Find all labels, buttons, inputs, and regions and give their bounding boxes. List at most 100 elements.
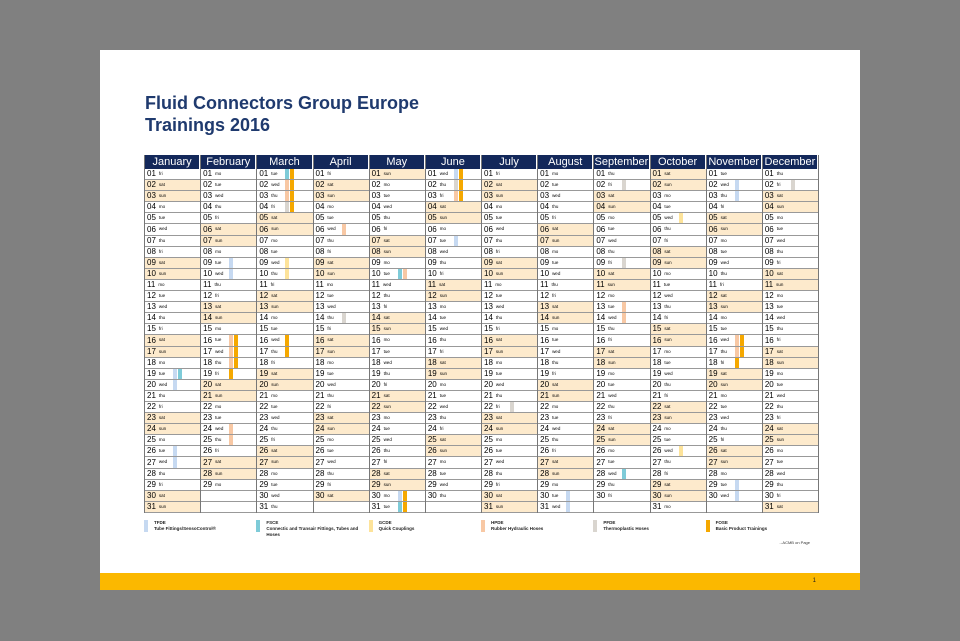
training-marker[interactable] [453, 235, 458, 246]
training-marker[interactable] [234, 357, 239, 368]
training-marker[interactable] [402, 490, 407, 501]
training-marker[interactable] [622, 468, 627, 479]
training-marker[interactable] [739, 335, 744, 346]
training-marker[interactable] [341, 313, 346, 324]
training-marker[interactable] [790, 180, 795, 191]
day-cell: 29 sun [369, 479, 425, 491]
training-marker[interactable] [285, 180, 290, 191]
training-marker[interactable] [458, 180, 463, 191]
training-marker[interactable] [622, 257, 627, 268]
training-marker[interactable] [229, 435, 234, 446]
training-marker[interactable] [402, 501, 407, 512]
day-number: 29 [371, 479, 381, 489]
day-cell: 31 wed [538, 501, 594, 513]
legend-label: Thermoplastic Hoses [603, 526, 649, 531]
training-marker[interactable] [453, 191, 458, 202]
training-marker[interactable] [566, 501, 571, 512]
day-cell: 01 sun [369, 169, 425, 181]
training-marker[interactable] [739, 346, 744, 357]
day-number: 29 [596, 479, 606, 489]
training-marker[interactable] [285, 202, 290, 213]
empty-cell [201, 501, 257, 513]
weekday: fri [215, 448, 219, 454]
empty-cell [706, 501, 762, 513]
weekday: wed [608, 470, 617, 476]
day-number: 08 [540, 246, 550, 256]
day-number: 15 [596, 324, 606, 334]
day-cell: 11 thu [538, 280, 594, 292]
training-marker[interactable] [285, 346, 290, 357]
training-marker[interactable] [178, 368, 182, 379]
weekday: tue [327, 370, 334, 376]
training-marker[interactable] [234, 346, 239, 357]
training-marker[interactable] [173, 379, 177, 390]
training-marker[interactable] [453, 169, 458, 180]
training-marker[interactable] [229, 335, 234, 346]
training-marker[interactable] [458, 191, 463, 202]
training-marker[interactable] [622, 180, 627, 191]
day-number: 12 [764, 291, 774, 301]
day-number: 19 [371, 368, 381, 378]
training-marker[interactable] [173, 457, 177, 468]
training-marker[interactable] [734, 479, 739, 490]
day-number: 15 [764, 324, 774, 334]
training-marker[interactable] [285, 257, 290, 268]
training-marker[interactable] [510, 401, 514, 413]
month-column: March 01 tue 02 wed 03 thu 04 fri 05 sat 06 sun 07 mo 0… [257, 155, 314, 513]
training-marker[interactable] [285, 191, 290, 202]
weekday: sun [327, 193, 335, 199]
training-marker[interactable] [290, 169, 295, 180]
day-number: 07 [764, 235, 774, 245]
training-marker[interactable] [734, 335, 739, 346]
training-marker[interactable] [290, 191, 295, 202]
training-marker[interactable] [229, 257, 234, 268]
day-cell: 17 tue [369, 347, 425, 358]
day-cell: 28 sat [369, 468, 425, 480]
weekday: thu [327, 237, 334, 243]
day-cell: 17 sun [145, 346, 201, 358]
training-marker[interactable] [734, 180, 739, 191]
day-cell: 23 wed [257, 413, 313, 425]
training-marker[interactable] [173, 368, 177, 379]
training-marker[interactable] [341, 224, 346, 235]
day-cell: 14 fri [650, 313, 706, 325]
day-number: 15 [315, 324, 325, 334]
training-marker[interactable] [734, 346, 739, 357]
training-marker[interactable] [229, 424, 234, 435]
training-marker[interactable] [622, 302, 627, 313]
training-marker[interactable] [229, 357, 234, 368]
training-marker[interactable] [290, 180, 295, 191]
training-marker[interactable] [453, 180, 458, 191]
training-marker[interactable] [734, 357, 739, 368]
day-cell: 25 sat [425, 435, 481, 447]
training-marker[interactable] [234, 335, 239, 346]
legend-swatch [256, 520, 261, 532]
training-marker[interactable] [229, 346, 234, 357]
training-marker[interactable] [678, 213, 683, 224]
day-number: 14 [764, 313, 774, 323]
legend-label: Rubber Hydraulic Hoses [490, 526, 544, 531]
training-marker[interactable] [285, 335, 290, 346]
training-marker[interactable] [397, 268, 402, 279]
training-marker[interactable] [622, 313, 627, 324]
training-marker[interactable] [173, 446, 177, 457]
weekday: tue [720, 481, 727, 487]
training-marker[interactable] [734, 191, 739, 202]
training-marker[interactable] [734, 490, 739, 501]
training-marker[interactable] [397, 501, 402, 512]
day-cell: 29 tue [706, 479, 762, 491]
training-marker[interactable] [458, 169, 463, 180]
training-marker[interactable] [402, 268, 407, 279]
training-marker[interactable] [397, 490, 402, 501]
training-marker[interactable] [290, 202, 295, 213]
weekday: mo [495, 204, 503, 210]
training-marker[interactable] [285, 169, 290, 180]
training-marker[interactable] [678, 446, 683, 457]
training-marker[interactable] [229, 268, 234, 279]
weekday: sun [495, 503, 504, 509]
training-marker[interactable] [229, 368, 234, 379]
training-marker[interactable] [566, 490, 571, 501]
weekday: mo [383, 492, 390, 498]
training-marker[interactable] [285, 268, 290, 279]
day-number: 27 [203, 457, 213, 467]
